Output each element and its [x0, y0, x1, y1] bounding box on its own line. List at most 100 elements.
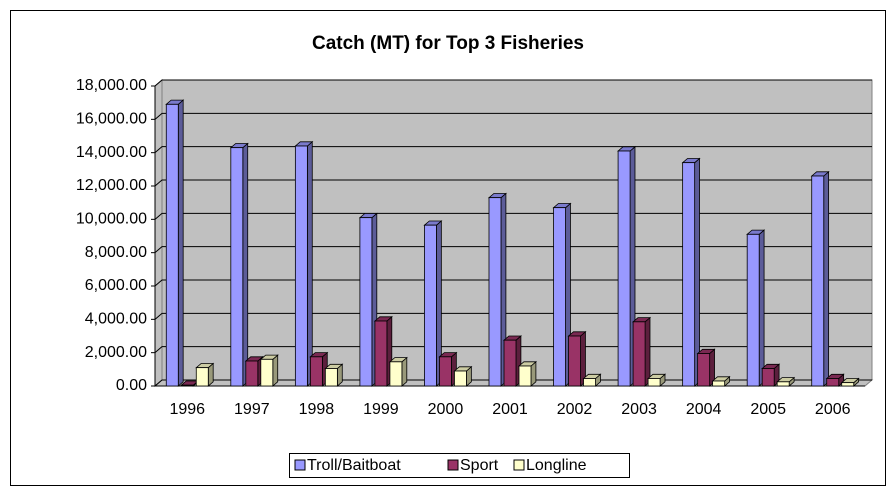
bar-front	[309, 356, 323, 387]
bar	[825, 373, 845, 387]
y-tick-label: 14,000.00	[76, 144, 147, 161]
bar	[294, 140, 314, 387]
bar-front	[439, 356, 452, 387]
bar-front	[568, 335, 581, 387]
y-tick-label: 2,000.00	[85, 344, 147, 361]
bar-side	[177, 99, 184, 387]
bar-front	[518, 365, 532, 387]
x-tick-label: 2005	[750, 401, 786, 418]
bar	[453, 365, 473, 387]
legend-box	[289, 453, 630, 478]
bar-front	[617, 150, 631, 387]
y-tick-label: 18,000.00	[76, 77, 147, 94]
y-tick-label: 10,000.00	[76, 211, 147, 228]
bar-side	[242, 142, 249, 387]
x-tick-label: 2004	[686, 401, 722, 418]
bar	[617, 145, 637, 387]
x-tick-label: 2001	[492, 401, 528, 418]
bar-front	[260, 358, 274, 387]
grid-line	[154, 79, 872, 87]
bar-front	[454, 370, 467, 387]
bar-front	[697, 353, 711, 387]
chart-title: Catch (MT) for Top 3 Fisheries	[312, 33, 584, 54]
bar-side	[272, 354, 279, 387]
bar-front	[359, 217, 373, 387]
bar	[761, 363, 781, 387]
bar-front	[647, 378, 661, 387]
legend-swatch	[513, 459, 525, 471]
legend-label: Longline	[526, 457, 587, 474]
bar-side	[644, 316, 651, 387]
bar	[517, 360, 537, 387]
bar-side	[306, 140, 313, 387]
bar-side	[823, 170, 830, 387]
bar	[438, 351, 458, 387]
legend-swatch	[294, 459, 306, 471]
x-tick-label: 2000	[428, 401, 464, 418]
bar-front	[503, 339, 517, 387]
bar-front	[776, 381, 790, 387]
bar-front	[245, 360, 259, 387]
bar-side	[758, 229, 765, 387]
bar	[632, 316, 652, 387]
bar	[487, 192, 507, 387]
bar	[681, 157, 701, 387]
bar-front	[712, 380, 726, 387]
legend-label: Troll/Baitboat	[307, 457, 401, 474]
bar	[502, 335, 522, 387]
y-tick-label: 12,000.00	[76, 177, 147, 194]
bar-front	[682, 162, 696, 387]
bar	[324, 363, 344, 387]
bar	[776, 376, 796, 387]
bar-front	[165, 103, 179, 387]
back-wall	[161, 79, 873, 381]
y-tick-label: 0.00	[116, 377, 147, 394]
bar	[746, 229, 766, 387]
bar-front	[761, 368, 775, 387]
bar-front	[553, 207, 566, 387]
bar	[423, 220, 443, 387]
y-tick-label: 16,000.00	[76, 111, 147, 128]
bar	[244, 355, 264, 387]
side-wall	[154, 78, 163, 388]
bar	[195, 362, 215, 387]
bar	[840, 377, 860, 387]
bar	[552, 202, 572, 387]
legend-swatch	[447, 459, 459, 471]
x-tick-label: 2006	[815, 401, 851, 418]
bar	[567, 330, 587, 387]
x-tick-label: 2003	[621, 401, 657, 418]
bar-side	[401, 356, 408, 387]
bar	[711, 375, 731, 387]
grid-line	[154, 112, 872, 120]
bar-front	[826, 378, 840, 387]
bar-front	[746, 233, 760, 387]
bar	[358, 212, 378, 387]
x-tick-label: 1997	[234, 401, 270, 418]
bar	[373, 315, 393, 387]
legend: Troll/Baitboat Sport Longline	[289, 453, 630, 478]
bar-front	[180, 384, 194, 387]
bar-front	[424, 224, 437, 387]
bar-front	[389, 361, 403, 387]
bar	[259, 354, 279, 387]
bar	[647, 373, 667, 387]
y-tick-label: 4,000.00	[85, 311, 147, 328]
bar-front	[488, 197, 502, 387]
bar-front	[583, 378, 596, 387]
bar-front	[294, 145, 308, 387]
bar	[810, 170, 830, 387]
bar-front	[841, 382, 855, 387]
bar-front	[374, 320, 388, 387]
bar-front	[230, 147, 244, 387]
bar-front	[811, 175, 825, 387]
y-tick-label: 6,000.00	[85, 277, 147, 294]
y-tick-label: 8,000.00	[85, 244, 147, 261]
bar	[309, 351, 329, 387]
bar	[696, 348, 716, 387]
x-tick-label: 2002	[557, 401, 593, 418]
bar-side	[694, 157, 700, 387]
x-tick-label: 1999	[363, 401, 399, 418]
bar-front	[324, 368, 338, 387]
bar	[229, 142, 249, 387]
